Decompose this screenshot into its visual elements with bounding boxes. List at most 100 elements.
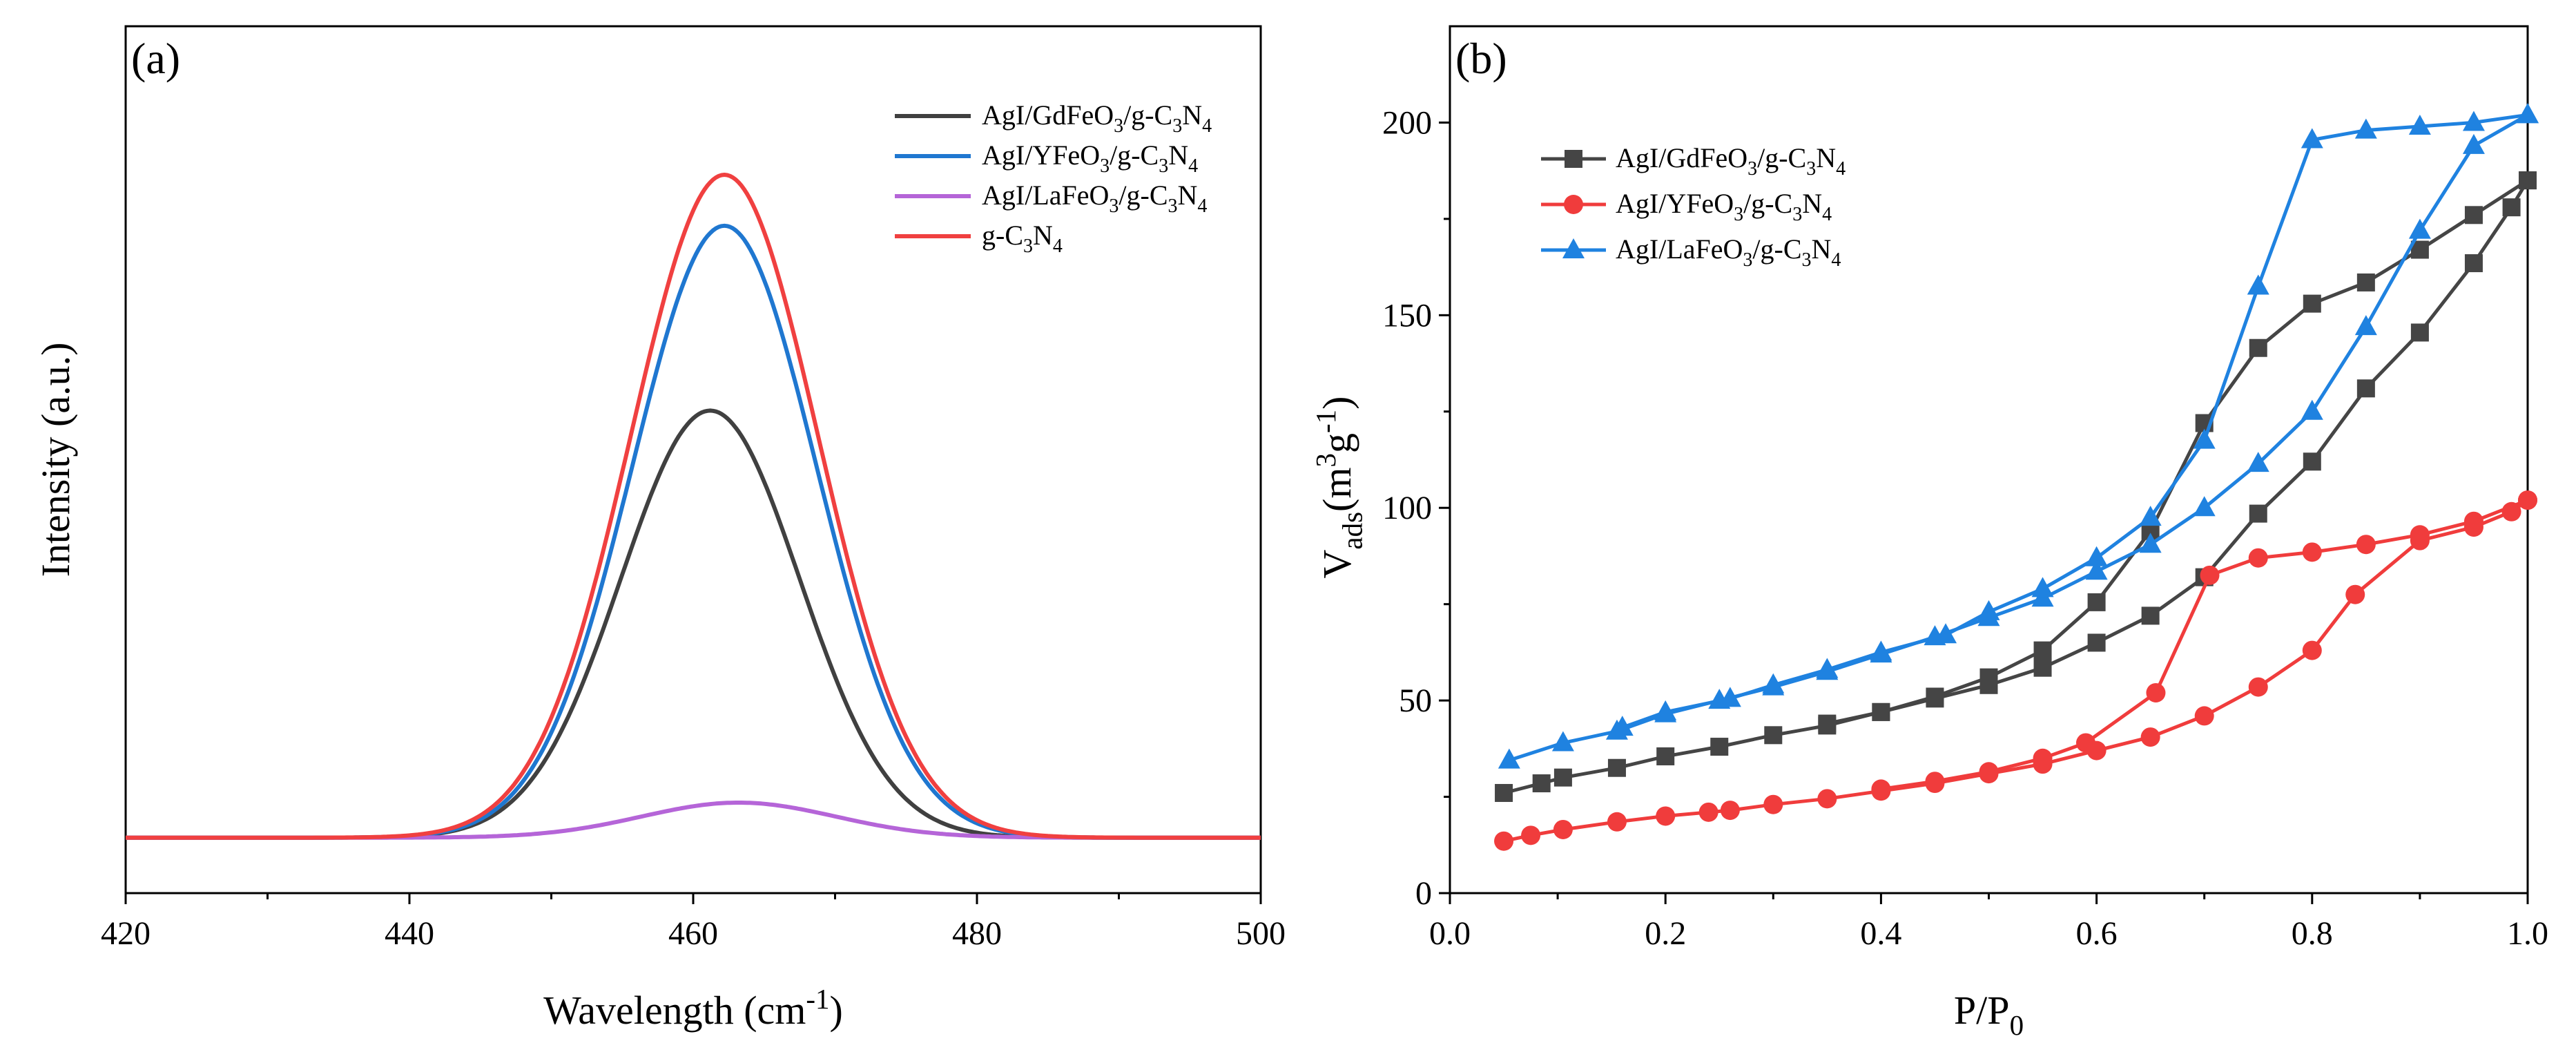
adsorption-point xyxy=(1495,783,1513,802)
series-line xyxy=(126,173,1261,840)
desorption-point xyxy=(2410,525,2430,545)
panel-label: (a) xyxy=(131,34,180,83)
adsorption-point xyxy=(1553,819,1573,839)
adsorption-point xyxy=(2248,677,2268,697)
panel-b-isotherm-chart: 0.0 0.2 0.4 0.6 0.8 1.0 0 50 100 150 200 AgI/GdFeO3… xyxy=(1310,25,2548,1041)
desorption-point xyxy=(1654,700,1677,720)
desorption-point xyxy=(1818,714,1837,733)
legend-marker xyxy=(1564,195,1583,214)
y-tick-label: 100 xyxy=(1382,490,1432,526)
adsorption-point xyxy=(1607,758,1626,777)
adsorption-point xyxy=(2354,315,2377,336)
y-tick-label: 200 xyxy=(1382,104,1432,141)
adsorption-point xyxy=(2194,706,2214,726)
adsorption-point xyxy=(1817,789,1837,809)
legend-label: AgI/GdFeO3/g-C3N4 xyxy=(982,99,1212,137)
desorption-point xyxy=(1816,658,1839,678)
x-tick-label: 0.4 xyxy=(1860,915,1901,952)
panel-label: (b) xyxy=(1455,34,1507,83)
adsorption-point xyxy=(1498,748,1520,769)
desorption-point xyxy=(2301,128,2323,149)
desorption-point xyxy=(2463,511,2483,531)
desorption-line xyxy=(1881,498,2528,791)
adsorption-point xyxy=(2193,496,2216,517)
desorption-point xyxy=(2085,546,2108,566)
adsorption-point xyxy=(1553,768,1572,787)
adsorption-point xyxy=(2356,379,2375,398)
desorption-point xyxy=(2193,428,2216,449)
legend-label: AgI/YFeO3/g-C3N4 xyxy=(982,140,1198,177)
legend-marker xyxy=(1565,150,1582,168)
adsorption-point xyxy=(2501,501,2521,522)
legend-label: g-C3N4 xyxy=(982,220,1063,257)
adsorption-point xyxy=(1710,738,1729,756)
desorption-point xyxy=(2087,593,2106,611)
adsorption-point xyxy=(2140,727,2160,747)
desorption-point xyxy=(2303,294,2321,313)
desorption-point xyxy=(2200,565,2220,585)
desorption-point xyxy=(1979,668,1998,687)
y-axis-title: Intensity (a.u.) xyxy=(33,343,78,577)
adsorption-point xyxy=(2464,254,2483,273)
adsorption-point xyxy=(2247,452,2269,472)
adsorption-point xyxy=(2087,633,2106,652)
adsorption-point xyxy=(1764,726,1783,745)
x-tick-label: 420 xyxy=(101,915,151,952)
desorption-point xyxy=(2146,682,2166,702)
x-tick-label: 0.8 xyxy=(2292,915,2333,952)
desorption-point xyxy=(1979,762,1999,782)
y-tick-label: 0 xyxy=(1415,875,1432,912)
legend-label: AgI/GdFeO3/g-C3N4 xyxy=(1616,142,1846,180)
adsorption-point xyxy=(2302,640,2322,660)
desorption-point xyxy=(2519,171,2537,190)
desorption-point xyxy=(1977,600,2000,620)
adsorption-point xyxy=(2502,198,2521,217)
x-tick-label: 440 xyxy=(385,915,434,952)
x-axis-title: Wavelength (cm-1) xyxy=(543,983,843,1033)
desorption-point xyxy=(2354,118,2377,139)
adsorption-line xyxy=(1503,499,2529,843)
desorption-point xyxy=(2033,748,2053,768)
legend-label: AgI/LaFeO3/g-C3N4 xyxy=(982,180,1207,217)
adsorption-point xyxy=(1656,747,1675,765)
x-tick-label: 0.6 xyxy=(2076,915,2118,952)
desorption-point xyxy=(2518,490,2537,510)
desorption-point xyxy=(2517,103,2539,124)
desorption-point xyxy=(1762,673,1785,694)
adsorption-point xyxy=(2345,584,2365,604)
y-axis-title: Vads(m3g-1) xyxy=(1310,396,1368,579)
adsorption-line xyxy=(1503,179,2530,795)
legend-label: AgI/YFeO3/g-C3N4 xyxy=(1616,188,1832,225)
desorption-point xyxy=(1870,640,1892,661)
desorption-point xyxy=(2302,542,2322,562)
series-line xyxy=(126,801,1261,840)
x-tick-label: 1.0 xyxy=(2507,915,2548,952)
x-tick-label: 500 xyxy=(1236,915,1286,952)
desorption-point xyxy=(1611,716,1634,736)
desorption-point xyxy=(2356,273,2375,291)
desorption-point xyxy=(1872,702,1890,721)
series-line xyxy=(126,408,1261,840)
desorption-point xyxy=(2408,115,2431,135)
adsorption-point xyxy=(1494,831,1514,851)
adsorption-point xyxy=(1551,731,1574,752)
desorption-point xyxy=(2139,506,2162,526)
desorption-point xyxy=(1871,779,1891,799)
adsorption-point xyxy=(2139,533,2162,553)
adsorption-point xyxy=(1532,774,1551,793)
legend-label: AgI/LaFeO3/g-C3N4 xyxy=(1616,233,1841,271)
adsorption-point xyxy=(2410,323,2429,342)
desorption-point xyxy=(1718,687,1741,707)
panel-a-spectrum-chart: 420 440 460 480 500 AgI/GdFeO3/g-C3N4AgI/YFeO… xyxy=(33,25,1286,1033)
x-tick-label: 0.2 xyxy=(1645,915,1686,952)
y-tick-label: 150 xyxy=(1382,297,1432,334)
desorption-point xyxy=(2464,206,2483,224)
adsorption-point xyxy=(2303,452,2321,471)
x-tick-label: 460 xyxy=(668,915,718,952)
desorption-point xyxy=(2249,338,2267,357)
adsorption-point xyxy=(2085,560,2108,580)
desorption-point xyxy=(2031,577,2054,597)
x-tick-label: 0.0 xyxy=(1429,915,1471,952)
desorption-point xyxy=(2075,733,2095,753)
